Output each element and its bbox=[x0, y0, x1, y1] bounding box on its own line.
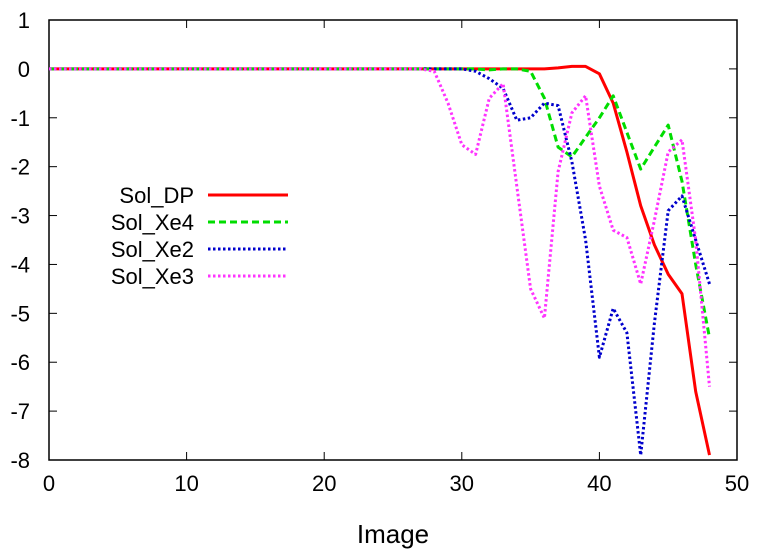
series-group bbox=[49, 64, 711, 457]
x-tick-label: 20 bbox=[312, 471, 336, 496]
legend-label: Sol_Xe2 bbox=[111, 237, 194, 262]
y-tick-label: -2 bbox=[10, 155, 30, 180]
y-tick-label: -7 bbox=[10, 399, 30, 424]
y-tick-label: 1 bbox=[18, 8, 30, 33]
legend-label: Sol_Xe4 bbox=[111, 210, 194, 235]
legend-label: Sol_Xe3 bbox=[111, 264, 194, 289]
x-tick-label: 50 bbox=[725, 471, 749, 496]
x-tick-label: 0 bbox=[43, 471, 55, 496]
series-line-sol-xe3 bbox=[49, 67, 711, 387]
y-tick-label: -6 bbox=[10, 350, 30, 375]
x-tick-label: 10 bbox=[174, 471, 198, 496]
y-tick-label: -3 bbox=[10, 204, 30, 229]
x-tick-label: 40 bbox=[587, 471, 611, 496]
y-tick-label: -8 bbox=[10, 448, 30, 473]
x-tick-label: 30 bbox=[450, 471, 474, 496]
plot-frame bbox=[48, 19, 738, 461]
y-tick-label: -4 bbox=[10, 252, 30, 277]
y-tick-label: -1 bbox=[10, 106, 30, 131]
x-axis-title: Image bbox=[357, 519, 429, 549]
legend-label: Sol_DP bbox=[119, 183, 194, 208]
y-tick-label: 0 bbox=[18, 57, 30, 82]
series-line-sol-xe2 bbox=[49, 67, 711, 457]
y-tick-label: -5 bbox=[10, 301, 30, 326]
